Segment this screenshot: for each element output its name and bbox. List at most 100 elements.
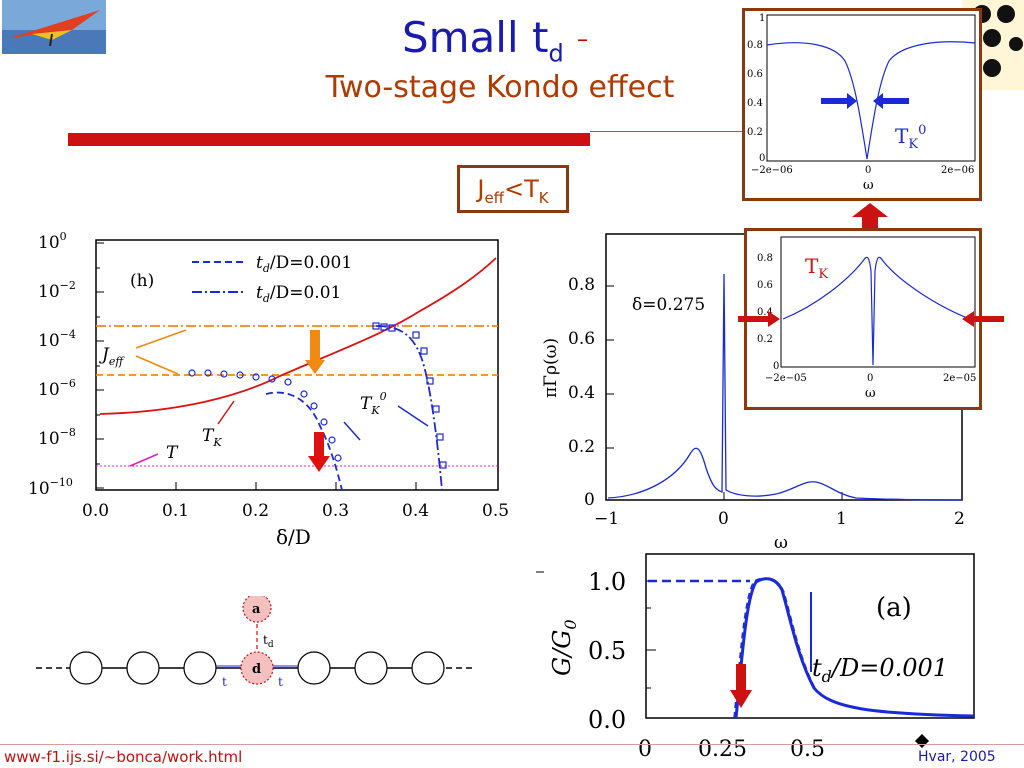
tk0-arrow-left [344,422,360,440]
plot-h-xtick-4: 0.4 [402,501,429,521]
title-dash: – [577,28,588,53]
inset-mid-ytick-4: 0.8 [757,253,773,264]
inset-top-ytick-3: 0.6 [747,69,763,80]
tk0-curve-001 [266,393,342,490]
chain-site [412,652,444,684]
jeff-arrow-lower [136,356,178,374]
plot-rho-ylabel: πΓρ(ω) [541,338,561,398]
title-main: Small t [402,13,548,62]
label-tk0: TK0 [360,390,387,417]
plot-h-ytick-2: 10−4 [38,328,76,351]
plot-g: 1.0 0.5 0.0 0 0.25 0.5 (a) G/G0 td/D=0.0… [530,548,980,764]
plot-h-ytick-3: 10−6 [38,377,76,400]
plot-rho-ytick-2: 0.4 [568,383,595,403]
plot-h: 100 10−2 10−4 10−6 10−8 10−10 0.0 0.1 0.… [20,226,520,556]
plot-g-ytick-1: 0.5 [588,637,626,665]
inset-top-ytick-0: 0 [759,153,765,164]
plot-rho-annotation: δ=0.275 [632,295,705,315]
plot-h-xtick-3: 0.3 [322,501,349,521]
tk0-arrow-right [398,406,428,426]
footer-credit: Hvar, 2005 [918,749,996,765]
inset-top-xtick-1: 0 [865,165,871,176]
plot-h-ytick-5: 10−10 [28,476,73,499]
inset-mid-label: TK [805,254,828,282]
title-connector-line [590,131,745,132]
label-t: T [166,443,179,463]
plot-rho-xtick-1: 0 [718,509,729,529]
chain-site [355,652,387,684]
jeff-lt-tk-box: Jeff<TK [457,165,569,213]
plot-g-ytick-0: 0.0 [588,706,626,734]
plot-rho-ytick-3: 0.6 [568,329,595,349]
red-up-arrow [852,203,888,231]
inset-mid-xtick-1: 0 [867,373,873,384]
inset-mid-xtick-2: 2e−05 [943,373,976,384]
inset-top-axes [767,15,975,161]
plot-g-xtick-1: 0.25 [698,737,747,762]
td-label: td [263,633,274,650]
inset-top-label: TK0 [895,123,926,152]
plot-h-xlabel: δ/D [276,525,311,549]
plot-g-ylabel: G/G0 [548,619,580,676]
footer-url: www-f1.ijs.si/~bonca/work.html [4,748,242,766]
tk0-curve-01 [376,326,442,490]
inset-mid-ytick-3: 0.6 [757,280,773,291]
inset-top-ytick-1: 0.2 [747,127,763,138]
jeff-lt: <T [504,175,539,203]
tk-arrow [218,401,234,424]
site-a-label: a [252,602,261,617]
plot-g-xtick-2: 0.5 [790,737,825,762]
orange-down-arrow [305,330,325,374]
plot-h-xtick-5: 0.5 [482,501,509,521]
slide-subtitle: Two-stage Kondo effect [280,70,720,106]
diamond-bullet-icon [915,734,929,748]
plot-h-ytick-1: 10−2 [38,279,76,302]
inset-mid-xlabel: ω [865,386,876,401]
hang-glider-logo [2,0,106,54]
tk-curve [100,258,496,414]
inset-top-ytick-2: 0.4 [747,98,763,109]
inset-mid-left-red-arrow [738,310,782,328]
t-right-label: t [278,675,283,689]
inset-top-xtick-2: 2e−06 [941,165,974,176]
plot-g-annotation: td/D=0.001 [812,654,948,686]
plot-h-xtick-2: 0.2 [242,501,269,521]
inset-mid-ytick-0: 0 [773,361,779,372]
plot-rho-ytick-1: 0.2 [568,437,595,457]
title-underline-bar [68,133,590,146]
plot-g-curve [736,579,974,718]
inset-top-curve [767,42,975,159]
t-left-label: t [222,675,227,689]
inset-top-ytick-5: 1 [759,13,765,24]
inset-mid-xtick-0: −2e−05 [765,373,807,384]
label-tk: TK [202,426,222,449]
site-d-label: d [252,662,261,677]
inset-top-plot: 0 0.2 0.4 0.6 0.8 1 −2e−06 0 2e−06 ω TK0 [745,11,979,198]
plot-rho-xtick-0: −1 [594,509,619,529]
plot-g-panel-label: (a) [876,593,912,623]
jeff-k-sub: K [539,189,549,207]
plot-rho-ytick-0: 0 [584,490,595,510]
plot-rho-xtick-2: 1 [836,509,847,529]
red-down-arrow [308,432,330,472]
plot-h-ytick-4: 10−8 [38,426,76,449]
plot-rho-xtick-3: 2 [954,509,965,529]
plot-g-ytick-2: 1.0 [588,568,626,596]
inset-top-right-arrow [821,93,857,109]
chain-site [127,652,159,684]
legend-td001: td/D=0.001 [256,253,352,275]
chain-diagram: a d td t t [36,596,476,696]
inset-top-xlabel: ω [863,178,874,193]
plot-h-xtick-0: 0.0 [82,501,109,521]
label-jeff: Jeff [99,345,125,368]
plot-g-red-arrow [730,664,752,708]
chain-site [184,652,216,684]
plot-g-ticks [646,581,656,688]
plot-h-ytick-0: 100 [38,230,67,253]
plot-h-xtick-1: 0.1 [162,501,189,521]
slide-title: Small td – [330,14,660,77]
plot-g-xtick-0: 0 [638,737,652,762]
inset-mid-right-red-arrow [960,310,1004,328]
title-subscript: d [548,39,563,67]
plot-rho-ytick-4: 0.8 [568,275,595,295]
